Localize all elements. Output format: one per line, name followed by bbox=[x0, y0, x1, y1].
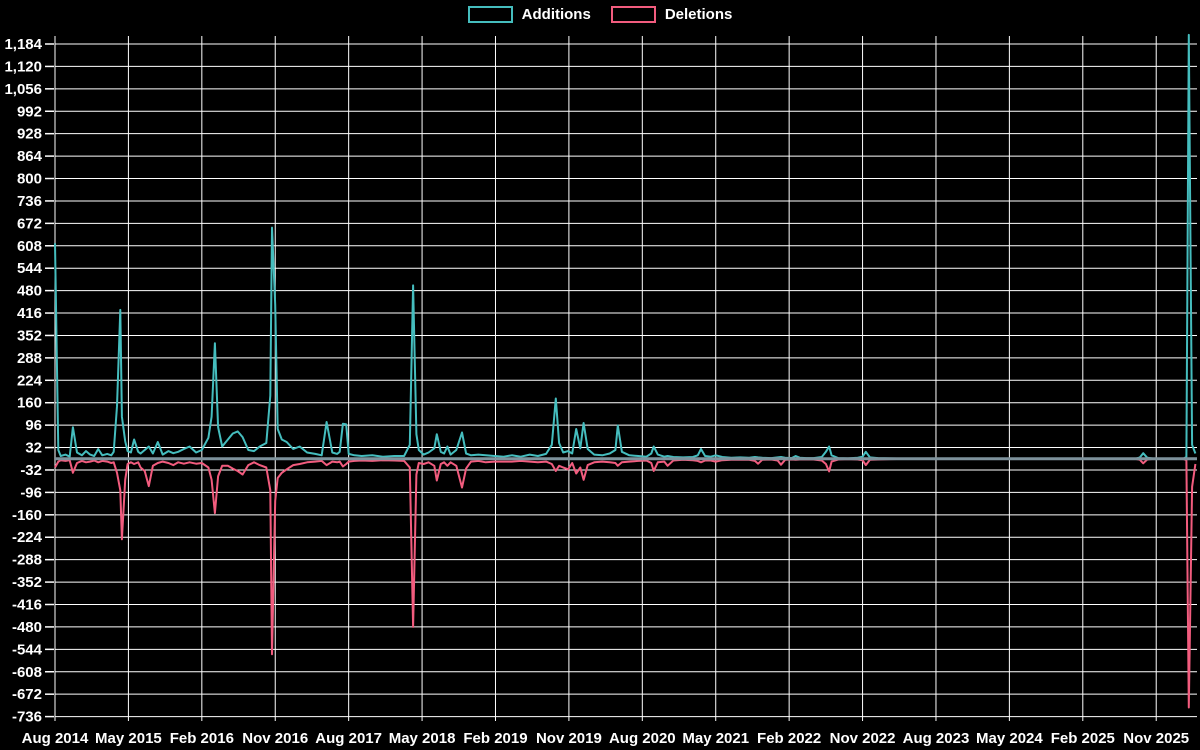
y-axis-label: 96 bbox=[25, 417, 42, 434]
y-axis-label: 32 bbox=[25, 440, 42, 457]
y-axis-label: 928 bbox=[17, 126, 42, 143]
x-axis-label: Aug 2023 bbox=[903, 730, 970, 747]
deletions-swatch-icon bbox=[610, 6, 656, 23]
x-axis-label: Feb 2016 bbox=[170, 730, 234, 747]
x-axis-label: May 2018 bbox=[389, 730, 456, 747]
y-axis-label: 352 bbox=[17, 327, 42, 344]
y-axis-label: 288 bbox=[17, 350, 42, 367]
plot-area[interactable] bbox=[55, 36, 1197, 721]
y-axis-label: 992 bbox=[17, 103, 42, 120]
chart-legend: Additions Deletions bbox=[0, 6, 1200, 23]
y-axis-label: -96 bbox=[20, 484, 42, 501]
y-axis-label: 608 bbox=[17, 238, 42, 255]
additions-swatch-icon bbox=[467, 6, 513, 23]
y-axis-label: -352 bbox=[12, 574, 42, 591]
x-axis-label: Feb 2022 bbox=[757, 730, 821, 747]
x-axis-label: Feb 2025 bbox=[1051, 730, 1115, 747]
legend-label-deletions: Deletions bbox=[664, 6, 733, 23]
y-axis-label: 224 bbox=[17, 372, 43, 389]
y-axis-label: -160 bbox=[12, 507, 42, 524]
y-axis-label: 544 bbox=[17, 260, 43, 277]
y-axis-label: 160 bbox=[17, 395, 42, 412]
legend-item-deletions[interactable]: Deletions bbox=[610, 6, 733, 23]
y-axis-label: 864 bbox=[17, 148, 43, 165]
legend-label-additions: Additions bbox=[521, 6, 591, 23]
x-axis-label: May 2015 bbox=[95, 730, 162, 747]
y-axis-label: -224 bbox=[12, 529, 43, 546]
y-axis-label: -288 bbox=[12, 552, 42, 569]
y-axis-label: -672 bbox=[12, 686, 42, 703]
y-axis-label: 1,056 bbox=[4, 81, 42, 98]
y-axis-label: 800 bbox=[17, 171, 42, 188]
x-axis-label: Nov 2025 bbox=[1123, 730, 1189, 747]
x-axis-label: Aug 2014 bbox=[22, 730, 89, 747]
y-axis-label: 736 bbox=[17, 193, 42, 210]
y-axis-label: -32 bbox=[20, 462, 42, 479]
x-axis-label: May 2024 bbox=[976, 730, 1043, 747]
y-axis-label: -736 bbox=[12, 709, 42, 726]
x-axis-label: Nov 2022 bbox=[830, 730, 896, 747]
y-axis-label: 416 bbox=[17, 305, 42, 322]
x-axis-label: Aug 2017 bbox=[315, 730, 382, 747]
x-axis-label: Aug 2020 bbox=[609, 730, 676, 747]
y-axis-label: -480 bbox=[12, 619, 42, 636]
x-axis-label: May 2021 bbox=[682, 730, 749, 747]
legend-item-additions[interactable]: Additions bbox=[467, 6, 591, 23]
x-axis-label: Nov 2019 bbox=[536, 730, 602, 747]
y-axis-label: -608 bbox=[12, 664, 42, 681]
y-axis-label: -544 bbox=[12, 641, 43, 658]
y-axis-label: 1,120 bbox=[4, 58, 42, 75]
y-axis-label: 1,184 bbox=[4, 36, 42, 53]
y-axis-label: -416 bbox=[12, 597, 42, 614]
y-axis-label: 480 bbox=[17, 283, 42, 300]
x-axis-label: Feb 2019 bbox=[463, 730, 527, 747]
x-axis-label: Nov 2016 bbox=[242, 730, 308, 747]
y-axis-label: 672 bbox=[17, 215, 42, 232]
